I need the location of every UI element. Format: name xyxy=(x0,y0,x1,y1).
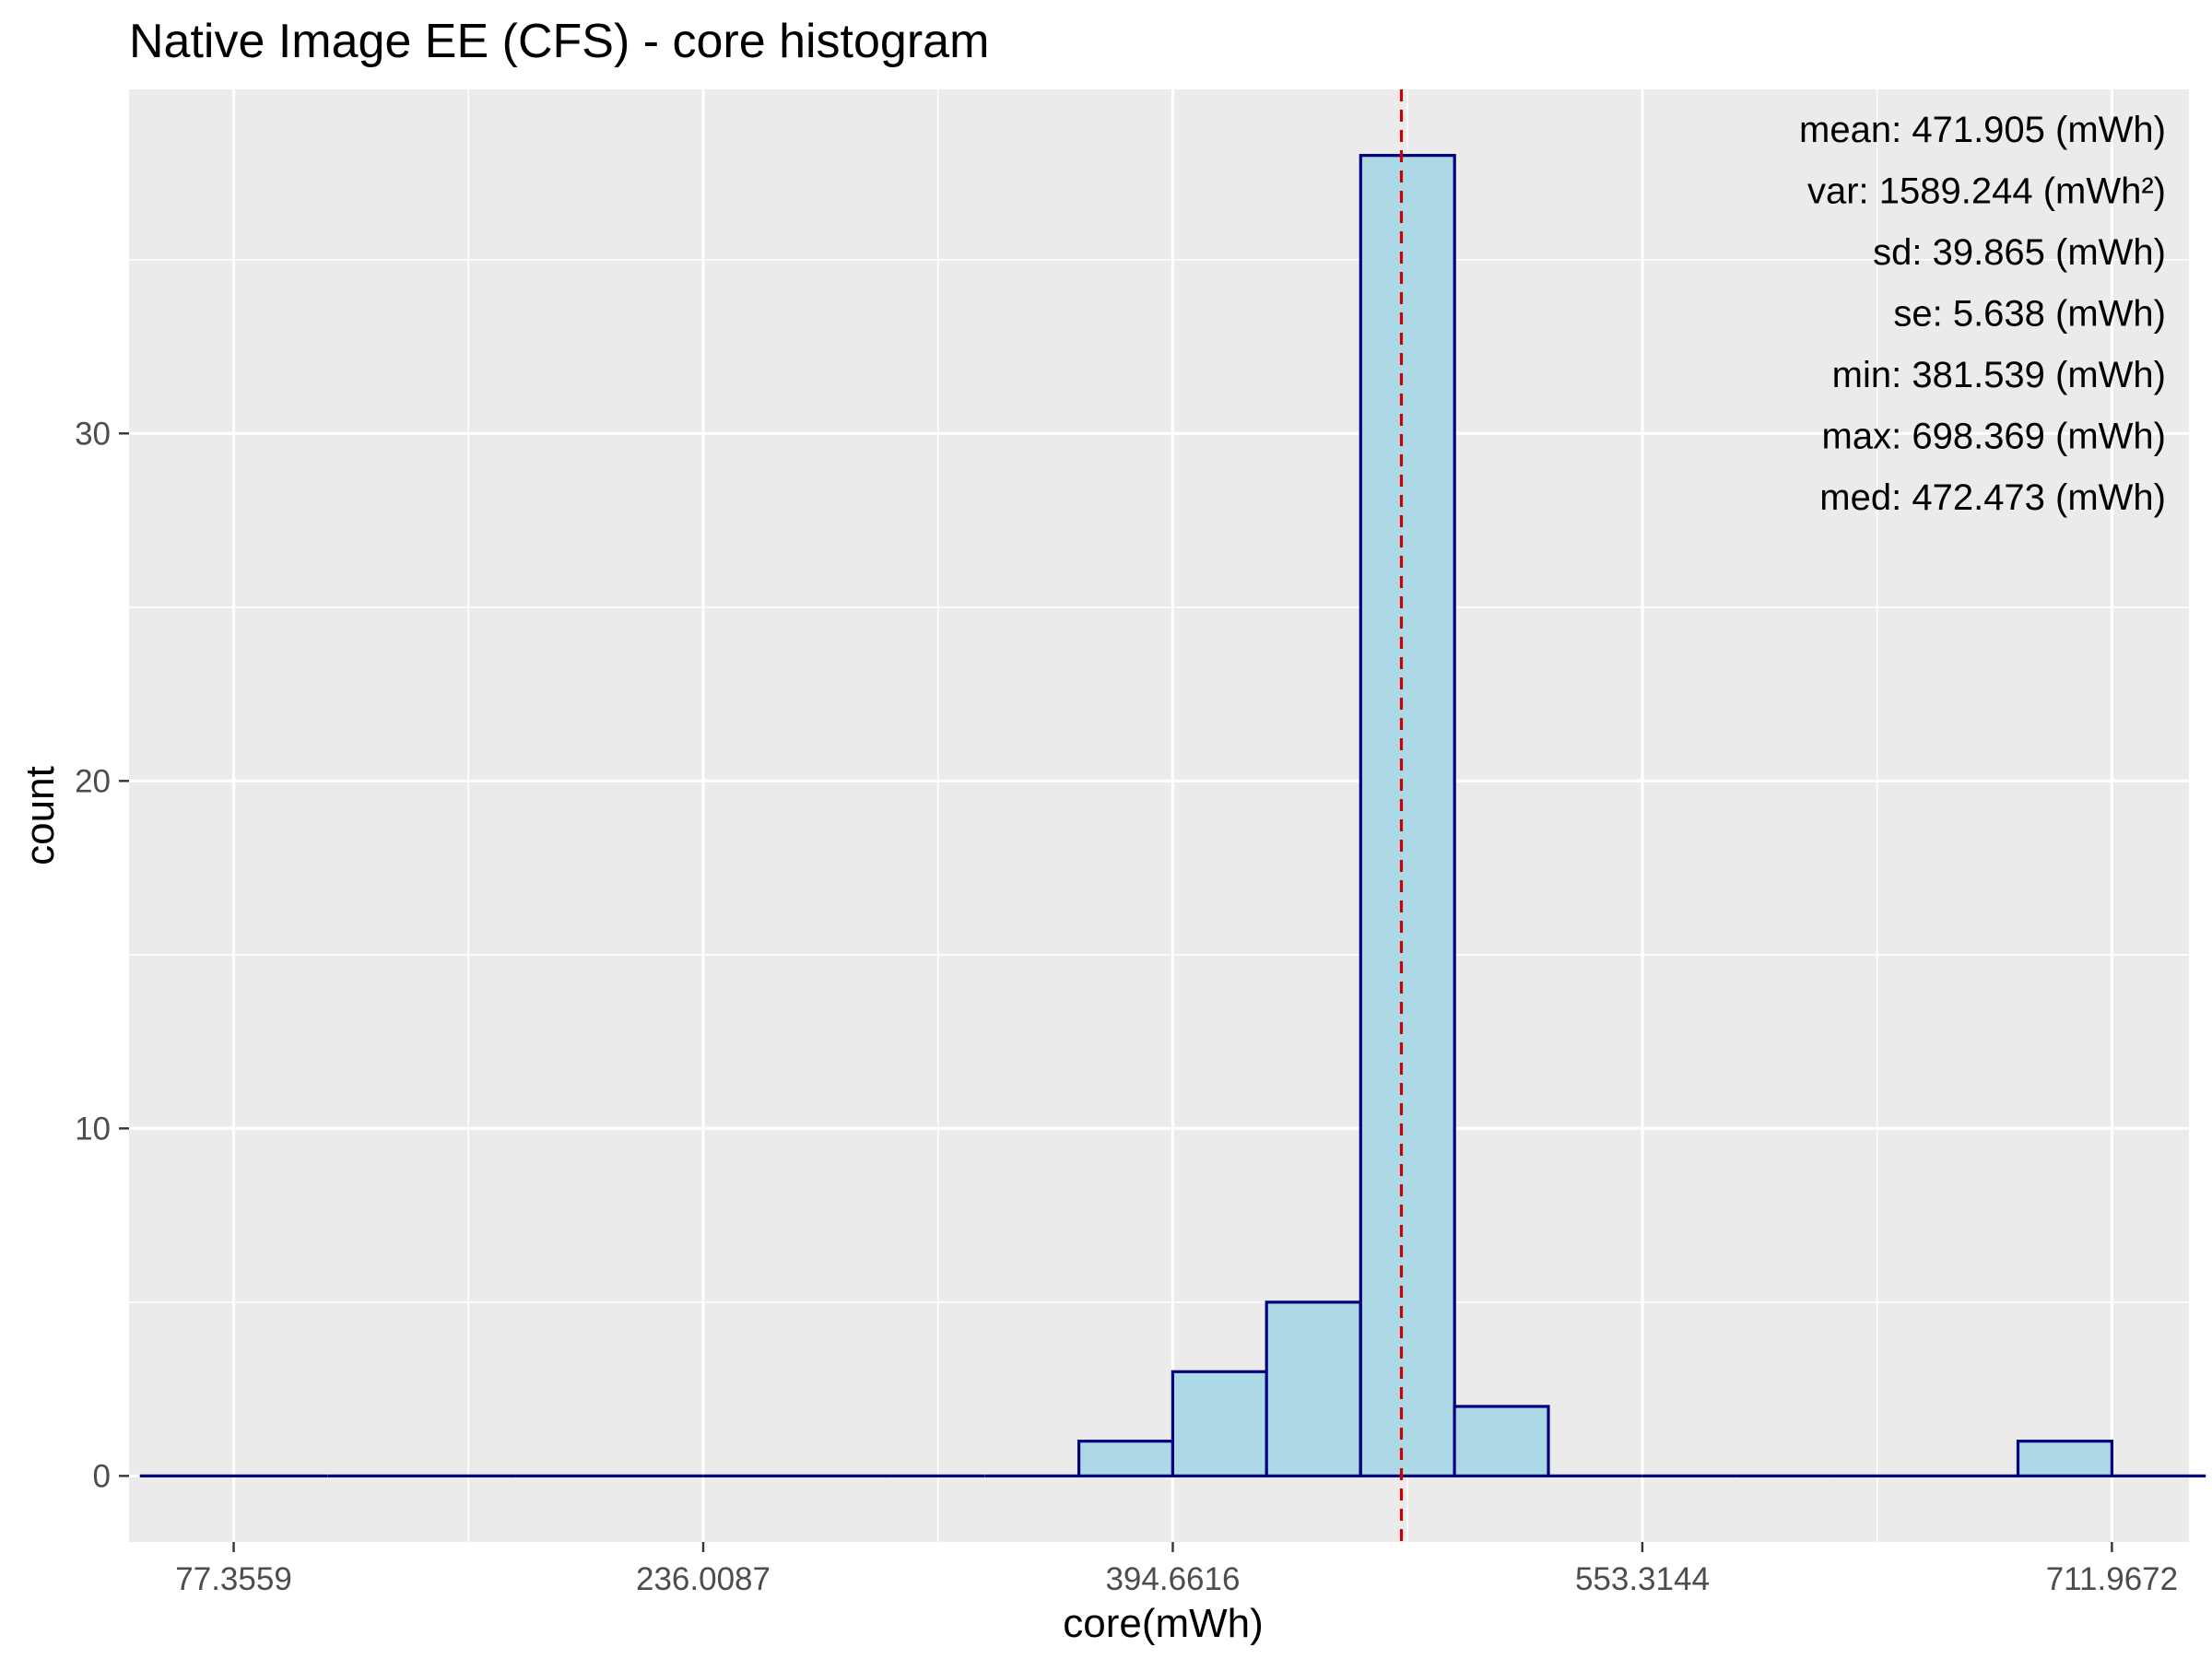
histogram-bar xyxy=(2016,1440,2113,1477)
y-axis: 0 10 20 30 xyxy=(75,416,129,1494)
histogram-bar xyxy=(1171,1370,1268,1477)
plot-panel xyxy=(129,89,2189,1542)
x-tick-label: 711.9672 xyxy=(2046,1561,2178,1597)
x-axis: 77.3559 236.0087 394.6616 553.3144 711.9672 xyxy=(175,1542,2178,1597)
y-tick-label: 10 xyxy=(75,1111,111,1147)
stat-label: sd: 39.865 (mWh) xyxy=(1873,232,2166,273)
y-tick-label: 0 xyxy=(93,1458,111,1494)
stat-label: mean: 471.905 (mWh) xyxy=(1799,110,2166,150)
stat-label: min: 381.539 (mWh) xyxy=(1832,355,2166,395)
chart-title: Native Image EE (CFS) - core histogram xyxy=(129,15,989,68)
stat-label: se: 5.638 (mWh) xyxy=(1893,294,2166,335)
y-axis-title: count xyxy=(18,766,63,865)
stat-label: med: 472.473 (mWh) xyxy=(1819,477,2166,518)
stat-label: max: 698.369 (mWh) xyxy=(1822,417,2166,457)
y-tick-label: 20 xyxy=(75,763,111,799)
x-tick-label: 236.0087 xyxy=(636,1561,771,1597)
x-tick-label: 394.6616 xyxy=(1105,1561,1240,1597)
x-tick-label: 77.3559 xyxy=(175,1561,292,1597)
histogram-bar xyxy=(1265,1300,1362,1477)
histogram-bars xyxy=(139,154,2206,1477)
histogram-bar xyxy=(1359,154,1456,1477)
x-tick-label: 553.3144 xyxy=(1575,1561,1710,1597)
histogram-bar xyxy=(1453,1405,1550,1477)
histogram-bar xyxy=(1077,1440,1175,1477)
x-axis-title: core(mWh) xyxy=(1063,1601,1264,1646)
stats-annotations: mean: 471.905 (mWh) var: 1589.244 (mWh²) s… xyxy=(1799,110,2166,518)
stat-label: var: 1589.244 (mWh²) xyxy=(1807,171,2166,212)
y-tick-label: 30 xyxy=(75,416,111,452)
